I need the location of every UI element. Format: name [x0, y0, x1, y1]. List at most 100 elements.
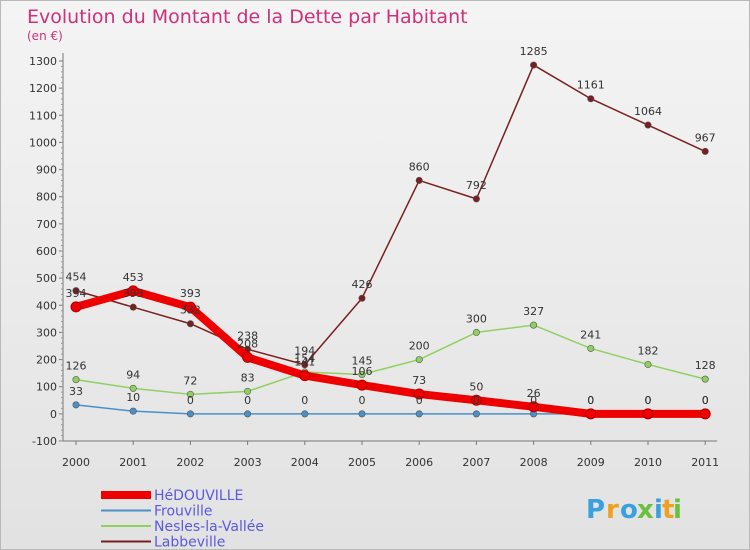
data-label: 332 [180, 304, 201, 317]
logo-letter: t [662, 495, 674, 525]
data-point [642, 408, 654, 420]
data-point [528, 401, 540, 413]
data-point [358, 410, 366, 418]
data-point [530, 61, 538, 69]
data-label: 194 [294, 345, 315, 358]
data-point [585, 408, 597, 420]
data-point [244, 387, 252, 395]
x-tick-label: 2006 [405, 456, 433, 469]
data-label: 0 [244, 394, 251, 407]
y-tick-label: 200 [36, 354, 57, 367]
data-label: 0 [587, 394, 594, 407]
y-tick-label: 100 [36, 381, 57, 394]
legend-label: HéDOUVILLE [154, 488, 243, 504]
data-label: 241 [580, 328, 601, 341]
data-point [242, 351, 254, 363]
data-point [530, 321, 538, 329]
data-point [587, 344, 595, 352]
data-point [415, 176, 423, 184]
y-tick-label: 1200 [29, 82, 57, 95]
data-label: 0 [702, 394, 709, 407]
data-label: 860 [409, 160, 430, 173]
data-label: 0 [473, 394, 480, 407]
legend: HéDOUVILLEFrouvilleNesles-la-ValléeLabbe… [101, 488, 264, 549]
legend-label: Frouville [154, 504, 213, 520]
data-point [301, 361, 309, 369]
data-point [415, 410, 423, 418]
data-labels: 454 393 332 238 194 426 860 792 1285 1161 1064 967 1… [66, 45, 716, 407]
y-tick-label: 300 [36, 326, 57, 339]
data-label: 394 [66, 287, 87, 300]
data-label: 94 [126, 368, 140, 381]
data-point [644, 121, 652, 129]
y-tick-label: 700 [36, 218, 57, 231]
data-label: 0 [645, 394, 652, 407]
data-label: 327 [523, 305, 544, 318]
logo-letter: x [637, 495, 654, 525]
data-point [413, 388, 425, 400]
x-tick-label: 2010 [634, 456, 662, 469]
series-line [75, 324, 706, 396]
y-tick-label: 500 [36, 272, 57, 285]
data-point [472, 410, 480, 418]
data-label: 967 [695, 131, 716, 144]
data-point [301, 410, 309, 418]
data-label: 1161 [577, 79, 605, 92]
logo-letter: r [606, 495, 619, 525]
data-point [587, 95, 595, 103]
data-point [186, 320, 194, 328]
y-tick-label: -100 [32, 435, 57, 448]
data-point [72, 376, 80, 384]
data-point [358, 370, 366, 378]
data-point [472, 195, 480, 203]
y-tick-label: 1300 [29, 55, 57, 68]
x-tick-label: 2004 [291, 456, 319, 469]
y-tick-label: 600 [36, 245, 57, 258]
data-point [472, 328, 480, 336]
data-label: 0 [645, 394, 652, 407]
x-tick-label: 2001 [119, 456, 147, 469]
x-tick-label: 2007 [462, 456, 490, 469]
data-point [184, 301, 196, 313]
data-label: 0 [416, 394, 423, 407]
x-tick-label: 2003 [234, 456, 262, 469]
y-tick-label: 800 [36, 191, 57, 204]
data-point [358, 294, 366, 302]
data-point [470, 394, 482, 406]
data-label: 83 [241, 371, 255, 384]
data-point [299, 370, 311, 382]
data-label: 145 [352, 355, 373, 368]
data-label: 0 [702, 394, 709, 407]
data-label: 208 [237, 337, 258, 350]
legend-label: Nesles-la-Vallée [154, 519, 264, 535]
axes: -100010020030040050060070080090010001100… [29, 53, 719, 469]
data-label: 792 [466, 179, 487, 192]
data-point [72, 287, 80, 295]
data-point [129, 407, 137, 415]
data-label: 72 [183, 374, 197, 387]
data-label: 73 [412, 374, 426, 387]
legend-label: Labbeville [154, 535, 225, 550]
y-tick-label: 1100 [29, 109, 57, 122]
logo-letter: o [620, 495, 638, 525]
data-point [701, 147, 709, 155]
y-tick-label: 1000 [29, 136, 57, 149]
data-label: 0 [359, 394, 366, 407]
x-tick-label: 2009 [577, 456, 605, 469]
data-label: 26 [527, 387, 541, 400]
data-point [415, 356, 423, 364]
x-tick-label: 2008 [520, 456, 548, 469]
data-label: 454 [66, 271, 87, 284]
data-label: 426 [352, 278, 373, 291]
data-point [701, 375, 709, 383]
x-tick-label: 2000 [62, 456, 90, 469]
data-label: 200 [409, 340, 430, 353]
data-label: 128 [695, 359, 716, 372]
y-tick-label: 900 [36, 164, 57, 177]
data-point [186, 390, 194, 398]
series-h-douville [70, 285, 711, 420]
data-point [186, 410, 194, 418]
